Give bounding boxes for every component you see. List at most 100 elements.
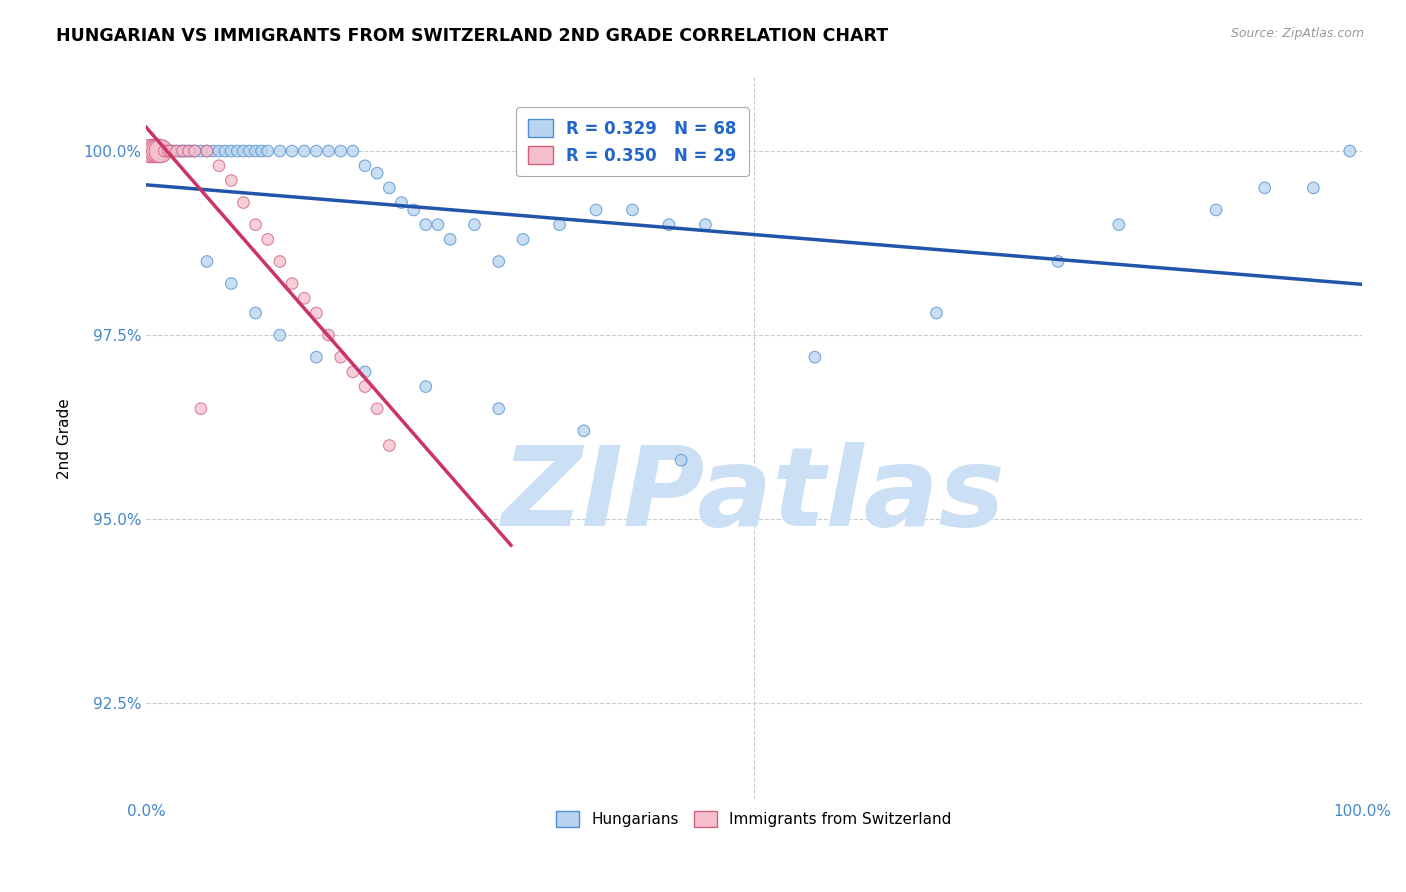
Point [219,144,242,158]
Point [281,144,304,158]
Point [1339,144,1361,158]
Text: ZIPatlas: ZIPatlas [502,442,1005,549]
Point [195,144,218,158]
Point [402,202,425,217]
Point [292,291,315,305]
Point [1047,254,1070,268]
Point [141,144,163,158]
Point [256,144,278,158]
Point [378,438,401,452]
Point [354,159,377,173]
Text: HUNGARIAN VS IMMIGRANTS FROM SWITZERLAND 2ND GRADE CORRELATION CHART: HUNGARIAN VS IMMIGRANTS FROM SWITZERLAND… [56,27,889,45]
Point [318,144,340,158]
Point [148,144,170,158]
Point [256,232,278,246]
Point [157,144,180,158]
Point [329,350,352,364]
Point [166,144,188,158]
Point [226,144,249,158]
Point [141,144,163,158]
Point [488,254,510,268]
Point [415,218,437,232]
Point [159,144,181,158]
Point [269,328,291,343]
Point [208,144,231,158]
Point [415,379,437,393]
Point [208,159,231,173]
Point [669,453,692,467]
Point [354,379,377,393]
Point [1254,181,1277,195]
Point [177,144,200,158]
Point [250,144,273,158]
Y-axis label: 2nd Grade: 2nd Grade [58,398,72,478]
Point [439,232,461,246]
Point [214,144,236,158]
Point [1302,181,1324,195]
Point [512,232,534,246]
Point [149,144,172,158]
Point [281,277,304,291]
Point [238,144,260,158]
Point [148,144,170,158]
Point [318,328,340,343]
Point [245,218,267,232]
Point [245,306,267,320]
Legend: Hungarians, Immigrants from Switzerland: Hungarians, Immigrants from Switzerland [548,803,959,835]
Point [219,173,242,187]
Point [695,218,717,232]
Point [177,144,200,158]
Point [305,350,328,364]
Point [195,144,218,158]
Point [305,306,328,320]
Point [184,144,207,158]
Point [925,306,948,320]
Point [342,144,364,158]
Point [232,195,254,210]
Point [202,144,225,158]
Point [292,144,315,158]
Point [162,144,184,158]
Point [488,401,510,416]
Point [305,144,328,158]
Point [153,144,176,158]
Point [804,350,827,364]
Point [166,144,188,158]
Point [585,202,607,217]
Point [232,144,254,158]
Point [548,218,571,232]
Point [391,195,413,210]
Point [621,202,644,217]
Point [245,144,267,158]
Point [195,254,218,268]
Point [139,144,162,158]
Point [172,144,194,158]
Point [190,144,212,158]
Point [145,144,167,158]
Point [169,144,191,158]
Point [157,144,180,158]
Point [1205,202,1227,217]
Point [181,144,204,158]
Point [149,144,172,158]
Point [269,254,291,268]
Point [174,144,197,158]
Point [366,166,388,180]
Point [145,144,167,158]
Point [184,144,207,158]
Point [354,365,377,379]
Point [463,218,485,232]
Point [572,424,595,438]
Point [159,144,181,158]
Point [366,401,388,416]
Point [426,218,449,232]
Point [172,144,194,158]
Point [269,144,291,158]
Point [1108,218,1130,232]
Text: Source: ZipAtlas.com: Source: ZipAtlas.com [1230,27,1364,40]
Point [378,181,401,195]
Point [329,144,352,158]
Point [219,277,242,291]
Point [153,144,176,158]
Point [190,401,212,416]
